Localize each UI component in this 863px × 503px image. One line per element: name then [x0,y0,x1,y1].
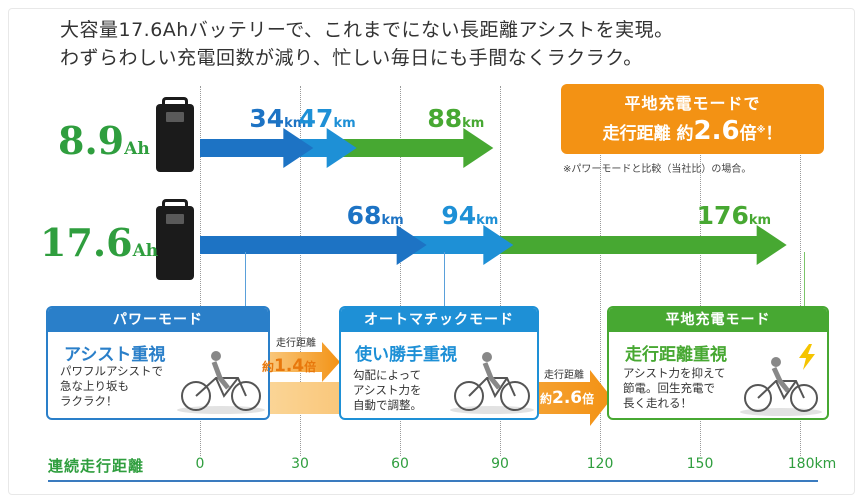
tick-label: 0 [195,456,205,472]
capacity-value: 17.6 [40,220,133,265]
cyclist-icon [177,351,265,414]
mode-title: 使い勝手重視 [355,345,457,365]
arrow-power-small [200,128,314,168]
tick-label: 90 [491,456,509,472]
tick-label: 150 [686,456,714,472]
callout-exclaim: ！ [765,124,783,144]
capacity-unit: Ah [124,139,150,159]
axis-title: 連続走行距離 [48,457,145,475]
distance-label: 68km [347,201,404,230]
mode-header: オートマチックモード [341,308,537,332]
ratio-value-1: 約1.4倍 [262,356,317,376]
distance-value: 68 [346,201,382,230]
distance-value: 94 [441,201,477,230]
ratio-label-2: 走行距離 [544,370,584,381]
distance-unit: km [333,116,356,131]
callout-line1: 平地充電モードで [624,94,761,113]
gridline [300,86,301,456]
mode-description: パワフルアシストで 急な上り坂も ラクラク！ [60,364,164,408]
frame [8,8,855,495]
distance-value: 47 [298,104,334,133]
distance-label: 176km [697,201,771,230]
callout-suffix: 倍 [739,124,757,144]
mode-title: 走行距離重視 [625,345,727,365]
distance-label: 34km [249,104,306,133]
distance-unit: km [748,213,772,228]
tick-label: 60 [391,456,409,472]
mode-box-auto: オートマチックモード 使い勝手重視 勾配によって アシスト力を 自動で調整。 [339,306,539,420]
lightning-icon [799,344,815,370]
battery-icon-large [156,199,194,280]
headline: 大容量17.6Ahバッテリーで、これまでにない長距離アシストを実現。 わずらわし… [60,16,674,72]
distance-value: 34 [249,104,285,133]
flat-mode-callout: 平地充電モードで 走行距離 約2.6倍※！ [561,84,824,154]
connector-flat [804,252,805,306]
distance-unit: km [462,116,485,131]
mode-header: パワーモード [48,308,268,332]
distance-label: 88km [427,104,484,133]
mode-title: アシスト重視 [64,345,166,365]
callout-prefix: 走行距離 約 [602,124,694,144]
axis-baseline [48,480,818,482]
battery-icon-small [156,97,194,172]
capacity-label-large: 17.6Ah [40,220,158,265]
headline-line2: わずらわしい充電回数が減り、忙しい毎日にも手間なくラクラク。 [60,47,643,69]
mode-description: 勾配によって アシスト力を 自動で調整。 [353,368,422,412]
headline-line1: 大容量17.6Ahバッテリーで、これまでにない長距離アシストを実現。 [60,19,674,41]
mode-header: 平地充電モード [609,308,827,332]
tick-label: 120 [586,456,614,472]
arrow-power-large [200,225,427,265]
gridline [600,86,601,456]
distance-unit: km [381,213,404,228]
capacity-unit: Ah [132,241,159,261]
gridline [700,86,701,456]
mode-box-flat: 平地充電モード 走行距離重視 アシスト力を抑えて 節電。回生充電で 長く走れる！ [607,306,829,420]
callout-mark: ※ [756,125,766,136]
ratio-value-2: 約2.6倍 [540,388,595,408]
connector-auto [444,252,445,306]
gridline [400,86,401,456]
mode-box-power: パワーモード アシスト重視 パワフルアシストで 急な上り坂も ラクラク！ [46,306,270,420]
comparison-note: ※パワーモードと比較（当社比）の場合。 [563,164,752,175]
tick-label: 180km [787,456,837,472]
tick-label: 30 [291,456,309,472]
ratio-arrow-1 [248,342,340,382]
mode-description: アシスト力を抑えて 節電。回生充電で 長く走れる！ [623,366,726,410]
gridline [500,86,501,456]
ratio-label-1: 走行距離 [276,338,316,349]
distance-value: 176 [696,201,749,230]
gridline [800,86,801,456]
capacity-label-small: 8.9Ah [58,118,150,163]
distance-unit: km [284,116,307,131]
connector-power [245,252,246,306]
callout-value: 2.6 [693,116,740,146]
callout-line2: 走行距離 約2.6倍※！ [561,116,824,146]
capacity-value: 8.9 [58,118,125,163]
cyclist-icon [450,352,534,414]
gridline [200,86,201,456]
cyclist-icon [740,357,822,416]
distance-value: 88 [427,104,463,133]
distance-label: 94km [441,201,498,230]
distance-unit: km [476,213,499,228]
distance-label: 47km [299,104,356,133]
